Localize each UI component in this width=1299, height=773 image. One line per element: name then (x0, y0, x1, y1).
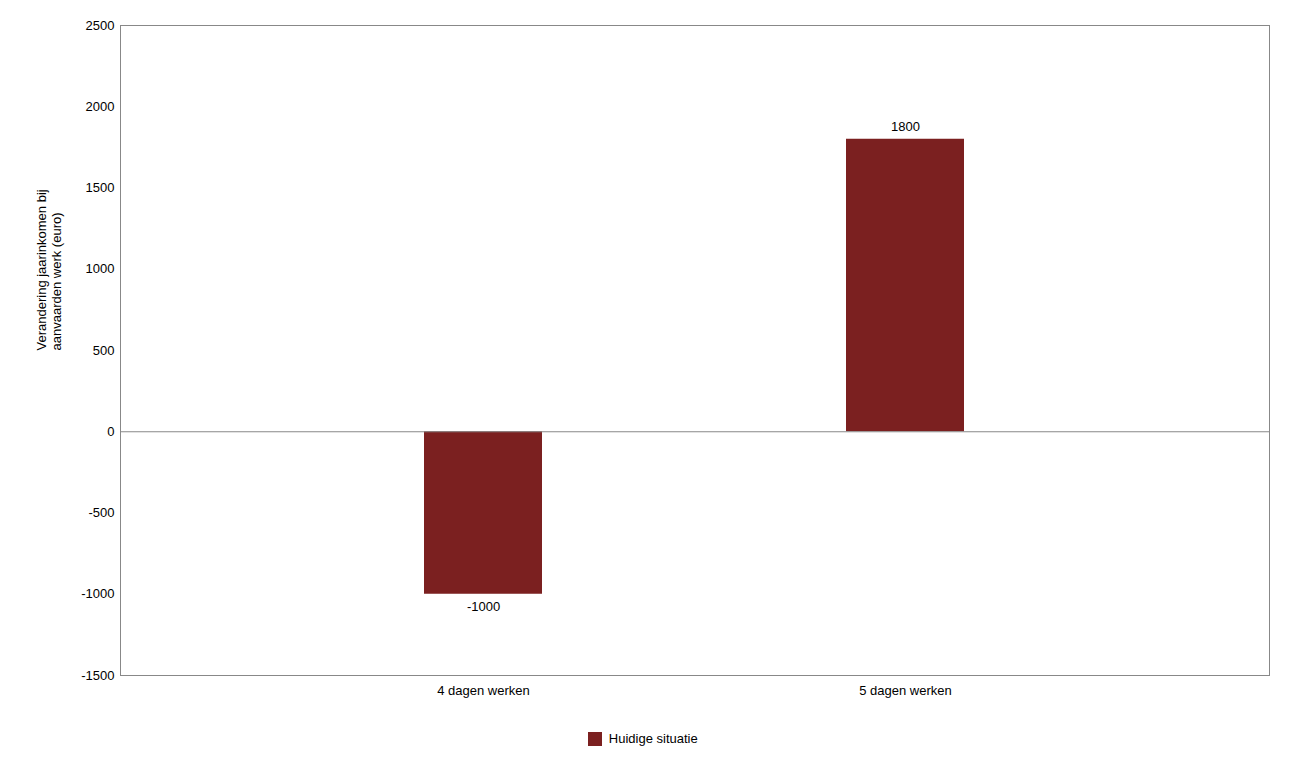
svg-text:-500: -500 (88, 505, 114, 520)
svg-text:-1500: -1500 (81, 668, 114, 683)
svg-text:5 dagen werken: 5 dagen werken (859, 683, 952, 698)
svg-text:2000: 2000 (86, 99, 115, 114)
svg-text:-1000: -1000 (81, 586, 114, 601)
svg-text:Verandering jaarinkomen bijaan: Verandering jaarinkomen bijaanvaarden we… (34, 189, 65, 350)
html-text:Huidige situatie: Huidige situatie (608, 731, 698, 746)
svg-text:500: 500 (93, 343, 115, 358)
svg-text:4 dagen werken: 4 dagen werken (437, 683, 530, 698)
svg-text:1000: 1000 (86, 261, 115, 276)
svg-text:-1000: -1000 (467, 599, 500, 614)
svg-text:1800: 1800 (891, 119, 920, 134)
svg-text:0: 0 (107, 424, 114, 439)
svg-text:1500: 1500 (86, 180, 115, 195)
svg-text:2500: 2500 (86, 18, 115, 33)
